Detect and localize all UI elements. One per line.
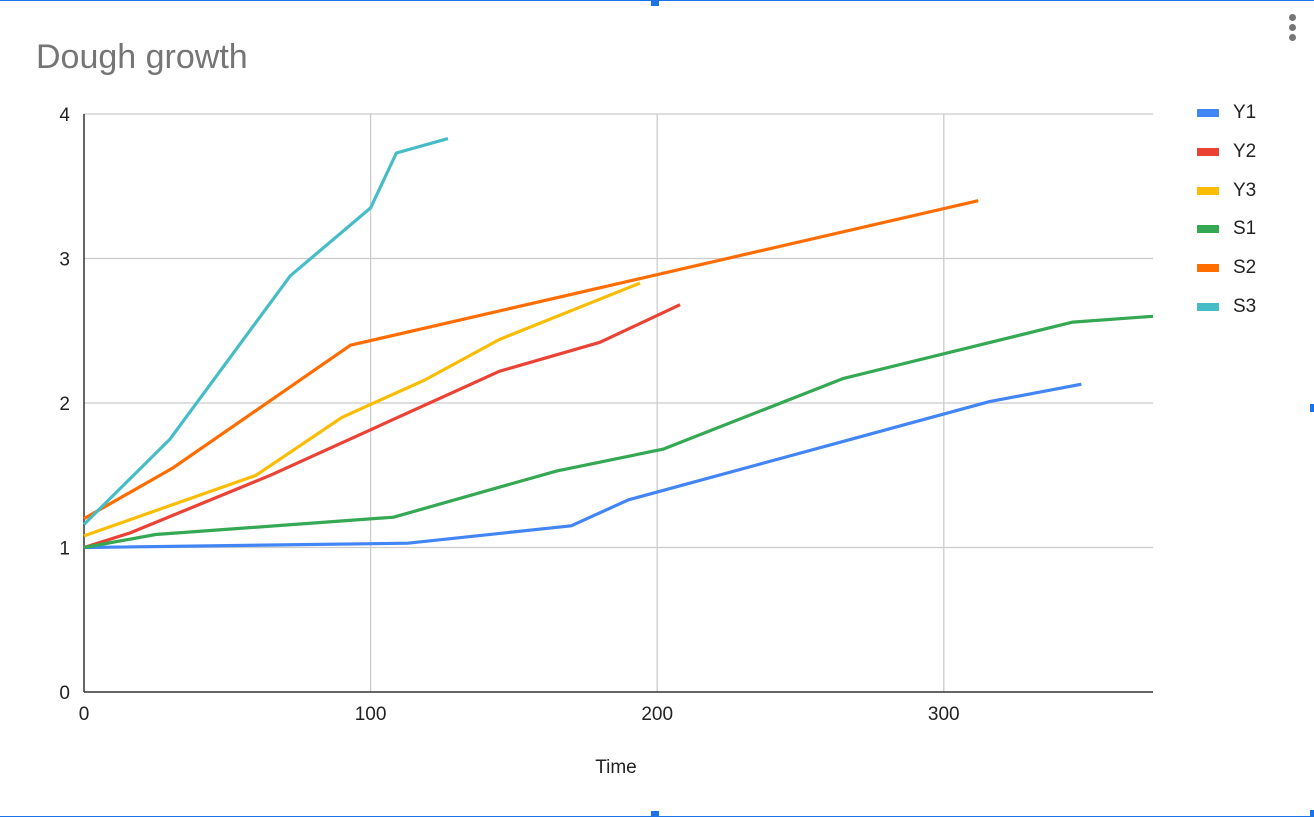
legend-item-s3[interactable]: S3: [1197, 295, 1256, 334]
series-line-s3[interactable]: [82, 137, 449, 526]
more-vert-icon[interactable]: [1283, 10, 1303, 46]
legend-label: S1: [1233, 218, 1257, 240]
legend-item-y2[interactable]: Y2: [1197, 140, 1256, 179]
legend-swatch: [1197, 264, 1219, 273]
series-lines: [82, 137, 1154, 550]
chart-title: Dough growth: [36, 38, 248, 76]
legend-label: Y1: [1233, 102, 1257, 123]
y-tick-label: 1: [59, 539, 70, 560]
y-tick-label: 4: [59, 105, 70, 126]
legend-label: Y3: [1233, 179, 1257, 201]
series-line-y1[interactable]: [83, 382, 1082, 550]
gridlines: [84, 113, 1153, 692]
tick-labels: 0 1 2 3 4 0 100 200 300: [59, 105, 959, 725]
series-line-s1[interactable]: [83, 314, 1154, 550]
axes: [83, 114, 1153, 693]
x-tick-label: 100: [355, 704, 387, 725]
y-tick-label: 2: [59, 394, 70, 415]
resize-handle-top[interactable]: [651, 0, 659, 6]
x-tick-label: 200: [641, 704, 673, 725]
legend-item-s1[interactable]: S1: [1197, 217, 1256, 256]
resize-handle-bottom-right[interactable]: [1310, 810, 1314, 817]
x-tick-label: 0: [79, 704, 90, 725]
resize-handle-right[interactable]: [1310, 404, 1314, 412]
legend-label: S2: [1233, 257, 1257, 279]
series-line-y3[interactable]: [83, 281, 641, 538]
legend-swatch: [1197, 225, 1219, 234]
legend-swatch: [1197, 109, 1219, 117]
series-line-s2[interactable]: [83, 199, 979, 520]
legend-label: S3: [1233, 295, 1257, 317]
legend: Y1 Y2 Y3 S1 S2 S3: [1197, 101, 1256, 334]
x-tick-label: 300: [928, 704, 960, 725]
resize-handle-bottom[interactable]: [651, 811, 659, 817]
y-tick-label: 0: [59, 683, 70, 704]
legend-swatch: [1197, 302, 1219, 311]
y-tick-label: 3: [59, 250, 70, 271]
series-line-y2[interactable]: [83, 303, 681, 550]
legend-item-y3[interactable]: Y3: [1197, 179, 1256, 218]
legend-item-s2[interactable]: S2: [1197, 256, 1256, 295]
legend-item-y1[interactable]: Y1: [1197, 101, 1256, 140]
legend-swatch: [1197, 147, 1219, 156]
legend-label: Y2: [1233, 140, 1257, 162]
legend-swatch: [1197, 186, 1219, 195]
x-axis-label: Time: [595, 757, 637, 778]
